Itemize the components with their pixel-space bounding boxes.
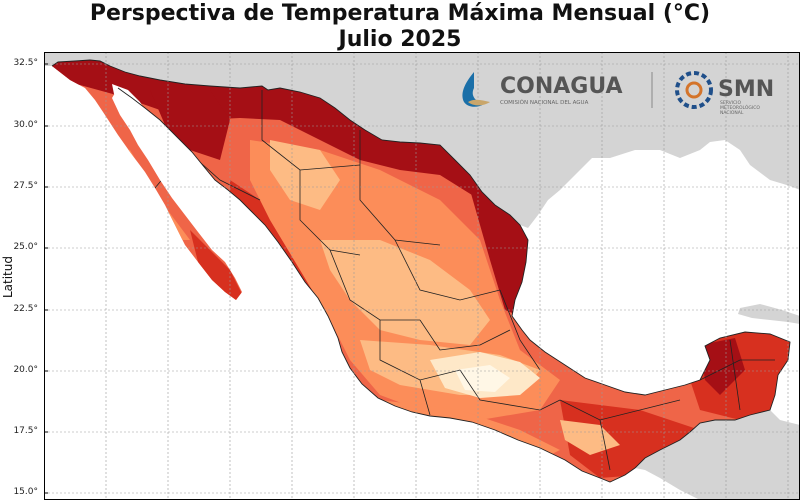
lat-tick-27-5: 27.5° [13, 181, 38, 191]
field-light-sierra [270, 140, 340, 210]
state-line [599, 419, 611, 471]
map-title: Perspectiva de Temperatura Máxima Mensua… [89, 1, 711, 26]
central-america-landmass [635, 410, 800, 500]
smn-spiral-icon [685, 81, 703, 99]
smn-wordmark: SMN [718, 77, 774, 102]
state-line [559, 399, 681, 421]
field-light-central [320, 240, 490, 345]
state-line [419, 319, 511, 351]
state-line [299, 170, 361, 256]
field-dark-sonora [150, 90, 230, 160]
field-dark-yucatan [700, 338, 745, 395]
field-red-baja-tip [190, 230, 245, 300]
lat-tick-25-0: 25.0° [13, 242, 38, 252]
state-line [379, 320, 461, 381]
state-line [261, 90, 361, 171]
smn-gear-icon [675, 71, 713, 109]
conagua-subtitle: COMISIÓN NACIONAL DEL AGUA [500, 99, 589, 106]
lat-tick-22-5: 22.5° [13, 304, 38, 314]
lat-tick-15-0: 15.0° [13, 487, 38, 497]
y-axis-label: Latitud [1, 256, 15, 299]
mexico-outline [51, 59, 791, 483]
field-dark-gulf [470, 190, 530, 320]
state-line [419, 379, 431, 416]
usa-landmass [44, 52, 800, 228]
state-line [394, 239, 501, 301]
state-line [459, 369, 561, 411]
cuba-landmass [738, 304, 800, 324]
state-line [729, 339, 741, 411]
state-line [699, 359, 775, 381]
water-drop-icon [462, 72, 484, 107]
conagua-wordmark: CONAGUA [500, 74, 623, 99]
smn-subtitle-line: NACIONAL [720, 110, 744, 116]
state-boundaries [154, 90, 775, 471]
smn-subtitle-line: SERVICIO [720, 100, 741, 106]
lat-tick-17-5: 17.5° [13, 426, 38, 436]
smn-logo: SMN SERVICIO METEOROLÓGICO NACIONAL [675, 71, 774, 116]
lat-tick-20-0: 20.0° [13, 365, 38, 375]
gulf-of-california [112, 84, 234, 250]
water-wave-icon [468, 99, 490, 106]
graticule [44, 52, 800, 500]
map-subtitle: Julio 2025 [338, 27, 462, 52]
field-paler-center [455, 365, 510, 392]
state-line [499, 289, 541, 371]
temperature-map: CONAGUA COMISIÓN NACIONAL DEL AGUA SMN S… [44, 52, 800, 500]
lat-tick-marks [44, 63, 48, 494]
conagua-logo: CONAGUA COMISIÓN NACIONAL DEL AGUA [462, 72, 623, 107]
smn-subtitle-line: METEOROLÓGICO [720, 104, 760, 111]
map-panel: CONAGUA COMISIÓN NACIONAL DEL AGUA SMN S… [44, 52, 800, 500]
lat-tick-32-5: 32.5° [13, 58, 38, 68]
lat-tick-30-0: 30.0° [13, 120, 38, 130]
state-line [359, 130, 441, 246]
